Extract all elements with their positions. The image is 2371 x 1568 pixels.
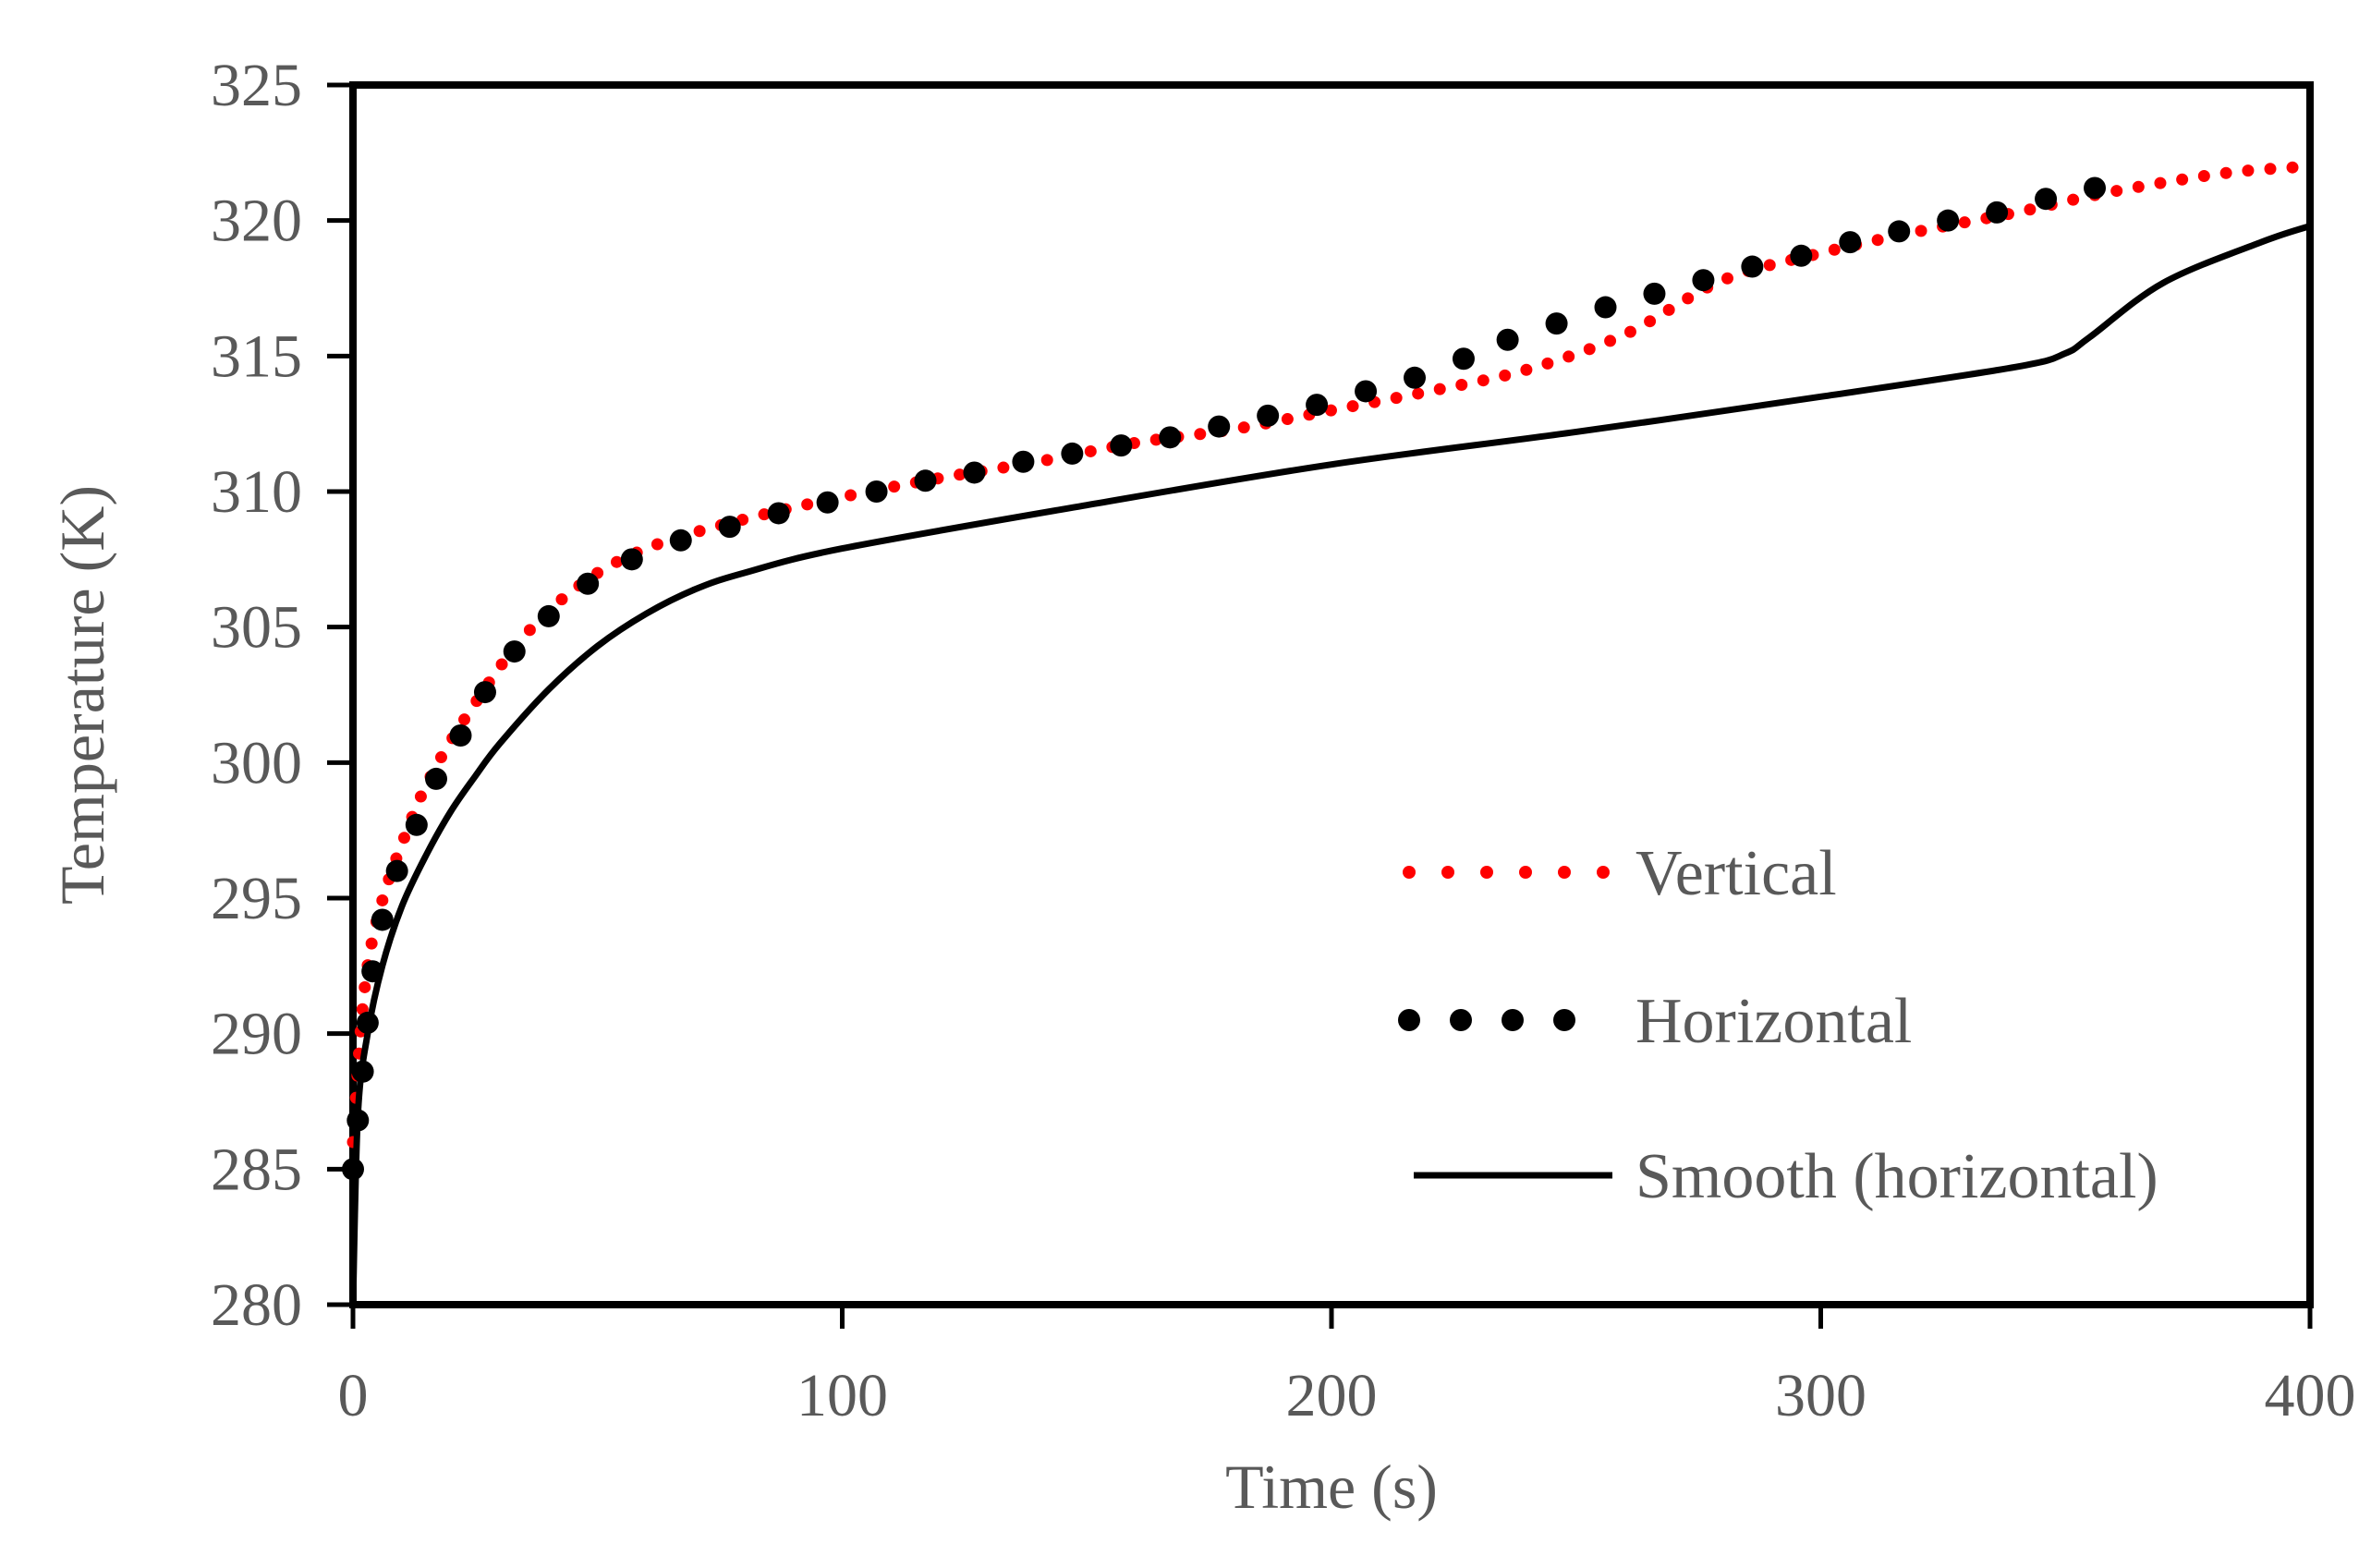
y-tick-label: 300 [211,729,302,796]
data-point-horizontal [1208,415,1231,438]
legend-marker-vertical [1597,866,1610,879]
data-point-horizontal [503,640,526,663]
data-point-horizontal [1790,244,1813,267]
data-point-horizontal [963,461,986,484]
data-point-horizontal [816,491,839,514]
data-point-horizontal [1061,442,1084,465]
data-point-horizontal [537,604,560,627]
data-point-horizontal [767,502,790,525]
data-point-horizontal [2035,188,2058,211]
x-axis-title: Time (s) [1225,1452,1438,1522]
data-point-horizontal [1986,201,2009,224]
legend-marker-vertical [1441,866,1454,879]
data-point-horizontal [1741,255,1764,278]
data-point-horizontal [1692,269,1715,292]
data-point-horizontal [1643,282,1666,305]
y-tick-label: 325 [211,52,302,119]
data-point-horizontal [1306,394,1329,417]
y-tick-label: 295 [211,865,302,932]
data-point-horizontal [1839,231,1862,254]
legend-marker-vertical [1519,866,1532,879]
data-point-horizontal [1404,366,1427,389]
data-point-horizontal [1888,220,1911,243]
data-point-horizontal [1496,328,1519,351]
data-point-horizontal [620,548,643,571]
legend-marker-horizontal [1553,1009,1575,1031]
y-axis-title: Temperature (K) [47,485,117,905]
data-point-horizontal [1110,434,1133,457]
data-point-horizontal [1257,404,1280,427]
y-tick-label: 290 [211,1001,302,1068]
legend-marker-vertical [1403,866,1416,879]
data-point-horizontal [2084,176,2107,200]
x-tick-label: 0 [338,1362,369,1429]
data-point-horizontal [1355,380,1378,403]
legend-label-vertical: Vertical [1635,838,1837,909]
data-point-horizontal [425,767,448,790]
legend-marker-horizontal [1398,1009,1420,1031]
y-tick-label: 315 [211,322,302,390]
legend-marker-horizontal [1502,1009,1524,1031]
series-line-vertical [347,160,2316,1149]
data-point-horizontal [718,516,741,539]
data-point-horizontal [914,469,937,492]
x-tick-label: 200 [1286,1362,1378,1429]
legend-label-horizontal: Horizontal [1635,986,1912,1057]
data-point-horizontal [1012,450,1035,473]
data-point-horizontal [449,724,472,747]
x-tick-label: 400 [2265,1362,2356,1429]
data-point-horizontal [405,813,428,836]
data-point-horizontal [371,908,394,931]
data-point-horizontal [1594,296,1617,319]
legend-marker-vertical [1558,866,1571,879]
data-point-horizontal [385,859,408,882]
data-point-horizontal [1452,347,1475,371]
y-tick-label: 305 [211,594,302,662]
legend-marker-vertical [1480,866,1493,879]
data-point-horizontal [1937,209,1960,232]
plot-area-frame [349,81,2314,1308]
data-point-horizontal [1545,312,1568,335]
data-point-horizontal [1159,426,1182,449]
legend-label-smooth-horizontal: Smooth (horizontal) [1635,1141,2158,1212]
y-tick-label: 310 [211,458,302,526]
data-point-horizontal [865,480,888,503]
y-tick-label: 280 [211,1271,302,1339]
data-point-horizontal [577,572,600,595]
y-tick-label: 285 [211,1136,302,1203]
data-point-horizontal [669,529,692,552]
data-point-horizontal [473,681,496,704]
series-line-smooth-horizontal [349,223,2314,1308]
x-tick-label: 300 [1775,1362,1866,1429]
y-tick-label: 320 [211,188,302,255]
legend-marker-horizontal [1450,1009,1472,1031]
x-tick-label: 100 [796,1362,888,1429]
